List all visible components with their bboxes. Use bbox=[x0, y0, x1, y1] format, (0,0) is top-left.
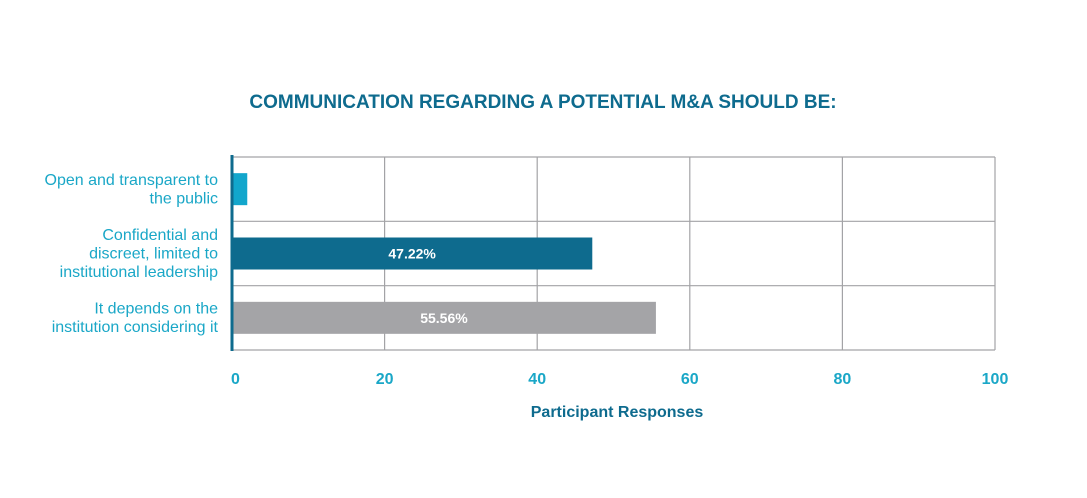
x-tick-label: 40 bbox=[528, 371, 546, 388]
x-tick-label: 0 bbox=[231, 371, 240, 388]
grid bbox=[232, 156, 996, 351]
x-axis-label: Participant Responses bbox=[531, 404, 704, 421]
bar bbox=[232, 237, 593, 270]
x-tick-labels: 0 20 40 60 80 100 bbox=[231, 371, 1008, 388]
category-label: Confidential and discreet, limited to inst… bbox=[60, 227, 218, 281]
x-tick-label: 60 bbox=[681, 371, 699, 388]
bar bbox=[232, 301, 656, 334]
category-label: It depends on the institution considering… bbox=[52, 301, 219, 337]
chart-title: COMMUNICATION REGARDING A POTENTIAL M&A … bbox=[249, 92, 836, 113]
data-label: 47.22% bbox=[388, 246, 436, 262]
category-labels: Open and transparent to the public Confide… bbox=[45, 172, 219, 336]
bars: 47.22% 55.56% bbox=[232, 173, 656, 334]
category-label: Open and transparent to the public bbox=[45, 172, 219, 208]
x-tick-label: 80 bbox=[834, 371, 852, 388]
data-label: 55.56% bbox=[420, 310, 468, 326]
x-tick-label: 100 bbox=[982, 371, 1009, 388]
x-tick-label: 20 bbox=[376, 371, 394, 388]
bar bbox=[232, 173, 248, 206]
